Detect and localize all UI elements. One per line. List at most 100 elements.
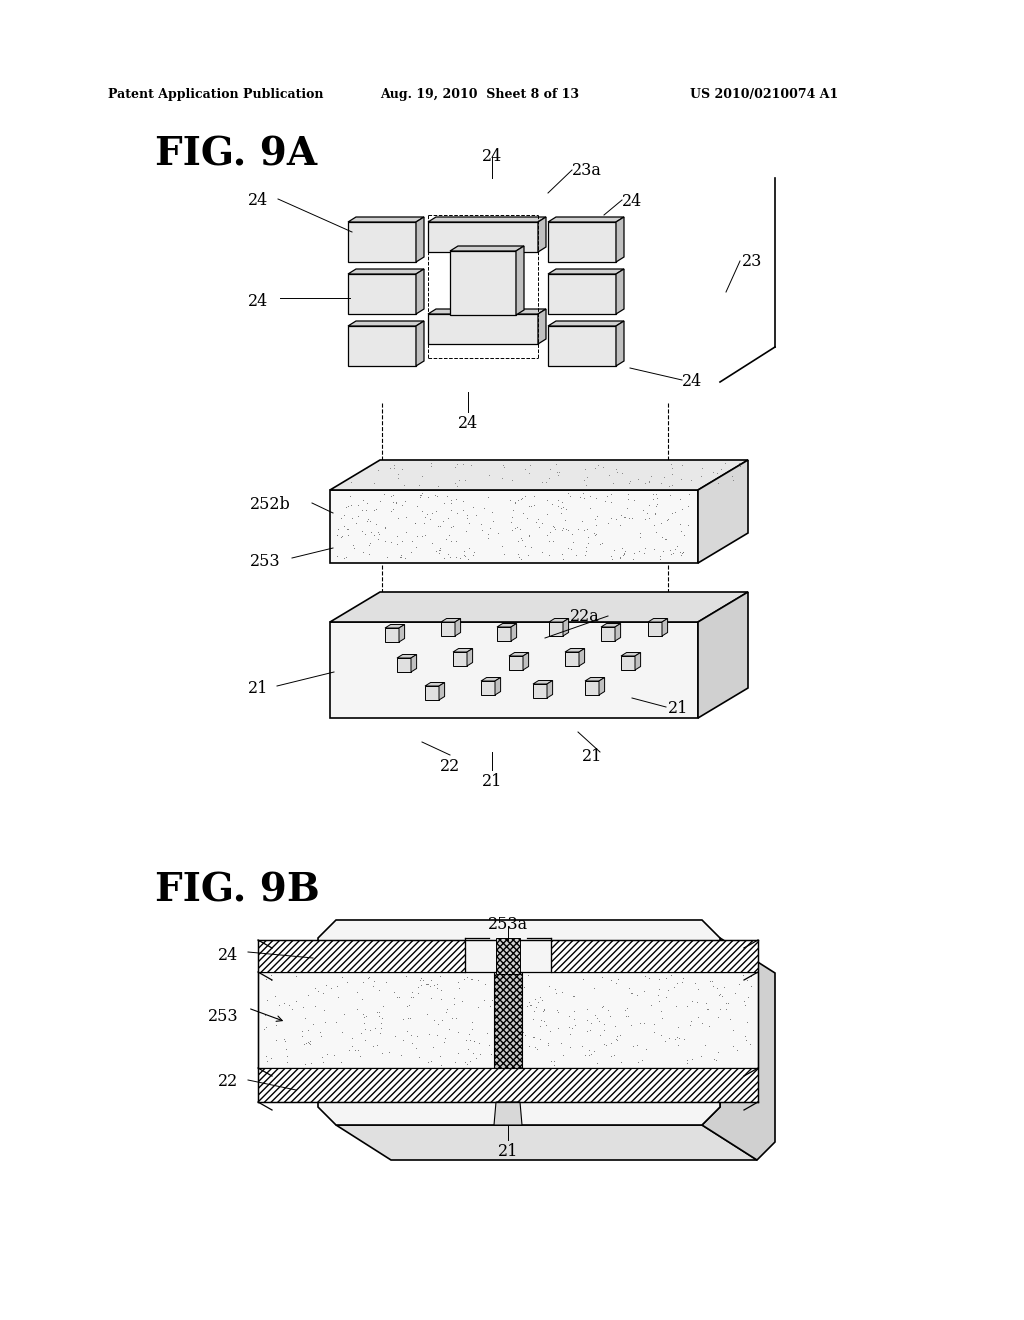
- Point: [492, 977, 508, 998]
- Point: [698, 991, 715, 1012]
- Polygon shape: [428, 222, 538, 252]
- Point: [603, 969, 620, 990]
- Point: [342, 471, 358, 492]
- Point: [477, 974, 494, 995]
- Point: [355, 972, 372, 993]
- Point: [258, 1016, 274, 1038]
- Polygon shape: [548, 269, 624, 275]
- Polygon shape: [495, 677, 501, 696]
- Point: [370, 528, 386, 549]
- Point: [449, 454, 465, 475]
- Point: [667, 539, 683, 560]
- Point: [346, 1040, 362, 1061]
- Point: [356, 1018, 373, 1039]
- Point: [517, 459, 534, 480]
- Text: 252b: 252b: [250, 496, 291, 513]
- Point: [314, 1052, 331, 1073]
- Point: [461, 512, 477, 533]
- Point: [732, 455, 749, 477]
- Polygon shape: [616, 269, 624, 314]
- Point: [709, 1049, 725, 1071]
- Point: [517, 536, 534, 557]
- Point: [432, 515, 449, 536]
- Point: [520, 544, 537, 565]
- Point: [461, 537, 477, 558]
- Point: [575, 520, 592, 541]
- Text: 24: 24: [682, 374, 702, 389]
- Point: [385, 499, 401, 520]
- Polygon shape: [439, 682, 444, 700]
- Point: [579, 541, 595, 562]
- Point: [653, 473, 670, 494]
- Point: [370, 459, 386, 480]
- Point: [561, 1006, 578, 1027]
- Point: [522, 536, 539, 557]
- Point: [326, 1044, 342, 1065]
- Point: [408, 1038, 424, 1059]
- Point: [366, 499, 382, 520]
- Point: [548, 454, 564, 475]
- Point: [608, 1028, 625, 1049]
- Point: [718, 993, 734, 1014]
- Point: [618, 498, 635, 519]
- Point: [436, 492, 453, 513]
- Point: [575, 487, 592, 508]
- Point: [377, 517, 393, 539]
- Point: [314, 982, 331, 1003]
- Text: FIG. 9B: FIG. 9B: [155, 873, 319, 909]
- Point: [348, 982, 365, 1003]
- Point: [358, 1006, 375, 1027]
- Point: [710, 977, 726, 998]
- Point: [657, 968, 674, 989]
- Polygon shape: [385, 624, 404, 628]
- Point: [711, 985, 727, 1006]
- Point: [624, 982, 640, 1003]
- Polygon shape: [615, 623, 621, 642]
- Polygon shape: [397, 657, 411, 672]
- Point: [451, 978, 467, 999]
- Point: [481, 465, 498, 486]
- Polygon shape: [330, 591, 748, 622]
- Point: [579, 467, 595, 488]
- Point: [445, 516, 462, 537]
- Point: [534, 990, 550, 1011]
- Point: [501, 1040, 517, 1061]
- Point: [464, 1019, 480, 1040]
- Point: [699, 999, 716, 1020]
- Point: [460, 966, 476, 987]
- Point: [718, 998, 734, 1019]
- Point: [662, 1027, 678, 1048]
- Point: [369, 1034, 385, 1055]
- Point: [559, 519, 575, 540]
- Point: [513, 488, 529, 510]
- Point: [724, 465, 740, 486]
- Point: [370, 521, 386, 543]
- Polygon shape: [516, 246, 524, 315]
- Point: [616, 999, 633, 1020]
- Text: FIG. 9A: FIG. 9A: [155, 135, 317, 173]
- Point: [425, 1036, 441, 1057]
- Point: [520, 463, 537, 484]
- Point: [465, 496, 481, 517]
- Point: [603, 492, 620, 513]
- Point: [609, 1030, 626, 1051]
- Point: [550, 1002, 566, 1023]
- Point: [531, 1028, 548, 1049]
- Point: [403, 1032, 420, 1053]
- Point: [581, 1039, 597, 1060]
- Polygon shape: [481, 677, 501, 681]
- Point: [419, 1003, 435, 1024]
- Point: [371, 1006, 387, 1027]
- Point: [550, 465, 566, 486]
- Point: [631, 541, 647, 562]
- Point: [555, 549, 571, 570]
- Point: [389, 986, 406, 1007]
- Point: [669, 973, 685, 994]
- Point: [341, 1040, 357, 1061]
- Point: [490, 523, 507, 544]
- Point: [421, 1024, 437, 1045]
- Point: [373, 491, 389, 512]
- Point: [358, 458, 375, 479]
- Point: [355, 1006, 372, 1027]
- Point: [531, 1015, 548, 1036]
